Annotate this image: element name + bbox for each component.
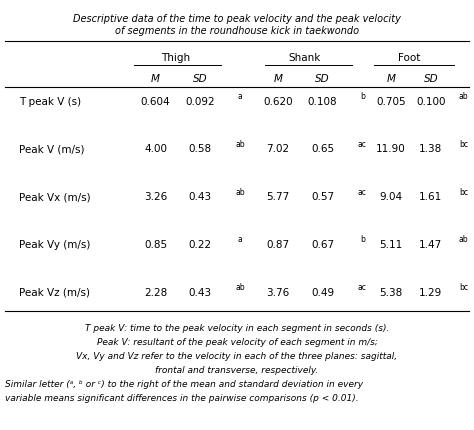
- Text: Peak V: resultant of the peak velocity of each segment in m/s;: Peak V: resultant of the peak velocity o…: [97, 338, 377, 347]
- Text: 0.22: 0.22: [189, 239, 212, 249]
- Text: 0.87: 0.87: [266, 239, 289, 249]
- Text: Peak Vy (m/s): Peak Vy (m/s): [19, 239, 91, 249]
- Text: 1.61: 1.61: [419, 192, 443, 202]
- Text: Descriptive data of the time to peak velocity and the peak velocity: Descriptive data of the time to peak vel…: [73, 14, 401, 24]
- Text: bc: bc: [459, 140, 468, 149]
- Text: T peak V: time to the peak velocity in each segment in seconds (s).: T peak V: time to the peak velocity in e…: [85, 323, 389, 332]
- Text: Shank: Shank: [288, 53, 321, 63]
- Text: 11.90: 11.90: [376, 144, 406, 154]
- Text: 1.29: 1.29: [419, 287, 443, 297]
- Text: b: b: [360, 92, 365, 101]
- Text: bc: bc: [459, 187, 468, 196]
- Text: 0.57: 0.57: [311, 192, 334, 202]
- Text: 1.38: 1.38: [419, 144, 443, 154]
- Text: b: b: [360, 235, 365, 244]
- Text: frontal and transverse, respectively.: frontal and transverse, respectively.: [155, 365, 319, 374]
- Text: 4.00: 4.00: [144, 144, 167, 154]
- Text: of segments in the roundhouse kick in taekwondo: of segments in the roundhouse kick in ta…: [115, 26, 359, 36]
- Text: 1.47: 1.47: [419, 239, 443, 249]
- Text: Similar letter (ᵃ, ᵇ or ᶜ) to the right of the mean and standard deviation in ev: Similar letter (ᵃ, ᵇ or ᶜ) to the right …: [5, 379, 364, 388]
- Text: 0.100: 0.100: [416, 96, 446, 107]
- Text: a: a: [237, 235, 242, 244]
- Text: ab: ab: [235, 140, 245, 149]
- Text: T peak V (s): T peak V (s): [19, 96, 82, 107]
- Text: ac: ac: [358, 187, 367, 196]
- Text: 5.11: 5.11: [380, 239, 403, 249]
- Text: ab: ab: [235, 187, 245, 196]
- Text: SD: SD: [315, 74, 330, 84]
- Text: 0.85: 0.85: [144, 239, 167, 249]
- Text: 3.76: 3.76: [266, 287, 290, 297]
- Text: 3.26: 3.26: [144, 192, 167, 202]
- Text: bc: bc: [459, 283, 468, 292]
- Text: ac: ac: [358, 140, 367, 149]
- Text: 9.04: 9.04: [380, 192, 402, 202]
- Text: SD: SD: [424, 74, 438, 84]
- Text: 0.604: 0.604: [141, 96, 170, 107]
- Text: ac: ac: [358, 283, 367, 292]
- Text: ab: ab: [235, 283, 245, 292]
- Text: 2.28: 2.28: [144, 287, 167, 297]
- Text: 0.65: 0.65: [311, 144, 334, 154]
- Text: 5.77: 5.77: [266, 192, 290, 202]
- Text: 0.43: 0.43: [189, 287, 212, 297]
- Text: Peak Vz (m/s): Peak Vz (m/s): [19, 287, 90, 297]
- Text: 0.705: 0.705: [376, 96, 406, 107]
- Text: 7.02: 7.02: [266, 144, 289, 154]
- Text: SD: SD: [193, 74, 208, 84]
- Text: Peak Vx (m/s): Peak Vx (m/s): [19, 192, 91, 202]
- Text: a: a: [237, 92, 242, 101]
- Text: Vx, Vy and Vz refer to the velocity in each of the three planes: sagittal,: Vx, Vy and Vz refer to the velocity in e…: [76, 351, 398, 360]
- Text: 0.58: 0.58: [189, 144, 212, 154]
- Text: M: M: [151, 74, 160, 84]
- Text: 0.108: 0.108: [308, 96, 337, 107]
- Text: ab: ab: [459, 92, 468, 101]
- Text: 0.43: 0.43: [189, 192, 212, 202]
- Text: 5.38: 5.38: [380, 287, 403, 297]
- Text: M: M: [387, 74, 396, 84]
- Text: ab: ab: [459, 235, 468, 244]
- Text: M: M: [273, 74, 282, 84]
- Text: Peak V (m/s): Peak V (m/s): [19, 144, 85, 154]
- Text: Thigh: Thigh: [161, 53, 190, 63]
- Text: 0.620: 0.620: [263, 96, 292, 107]
- Text: 0.67: 0.67: [311, 239, 334, 249]
- Text: Foot: Foot: [398, 53, 420, 63]
- Text: 0.092: 0.092: [185, 96, 215, 107]
- Text: 0.49: 0.49: [311, 287, 334, 297]
- Text: variable means significant differences in the pairwise comparisons (p < 0.01).: variable means significant differences i…: [5, 393, 359, 402]
